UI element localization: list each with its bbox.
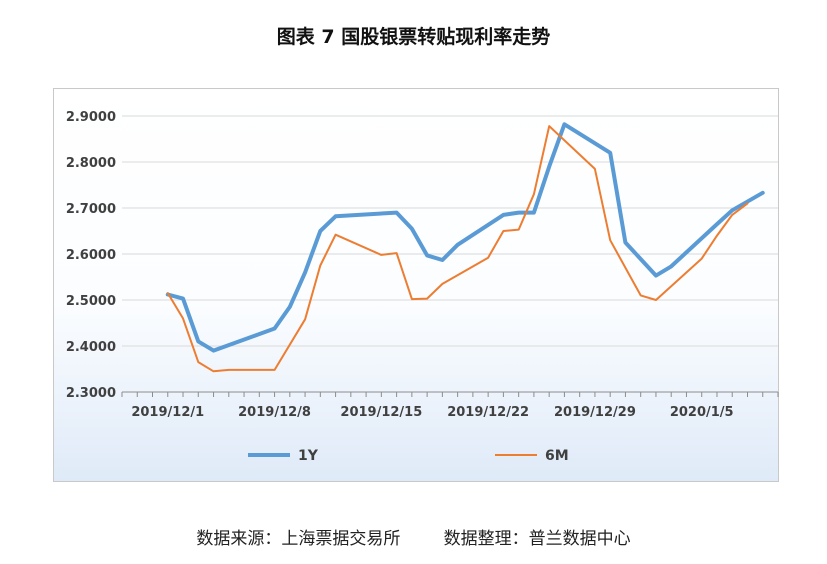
axes: 2.3000 2.4000 2.5000 2.6000 2.7000 2.8000 2.90… [66, 110, 779, 420]
legend-label: 6M [545, 448, 569, 464]
chart-title: 图表 7 国股银票转贴现利率走势 [276, 26, 551, 48]
legend-label: 1Y [298, 448, 319, 464]
x-tick-label: 2019/12/22 [447, 405, 529, 420]
y-tick-label: 2.5000 [66, 294, 116, 309]
series-line-1y [165, 122, 765, 353]
y-tick-label: 2.8000 [66, 156, 116, 171]
chart-frame [53, 88, 779, 482]
y-tick-label: 2.7000 [66, 202, 116, 217]
x-tick-label: 2019/12/8 [238, 405, 311, 420]
grid-lines [122, 115, 778, 347]
source-note: 数据来源：上海票据交易所 数据整理：普兰数据中心 [196, 529, 631, 549]
x-tick-label: 2019/12/15 [340, 405, 422, 420]
x-tick-label: 2020/1/5 [670, 405, 734, 420]
x-tick-label: 2019/12/29 [554, 405, 636, 420]
legend: 1Y 6M [248, 448, 569, 464]
series-lines [165, 122, 765, 373]
y-tick-label: 2.9000 [66, 110, 116, 125]
x-tick-label: 2019/12/1 [131, 405, 204, 420]
series-line-6m [166, 125, 749, 373]
y-tick-label: 2.4000 [66, 340, 116, 355]
y-tick-label: 2.6000 [66, 248, 116, 263]
y-tick-label: 2.3000 [66, 386, 116, 401]
